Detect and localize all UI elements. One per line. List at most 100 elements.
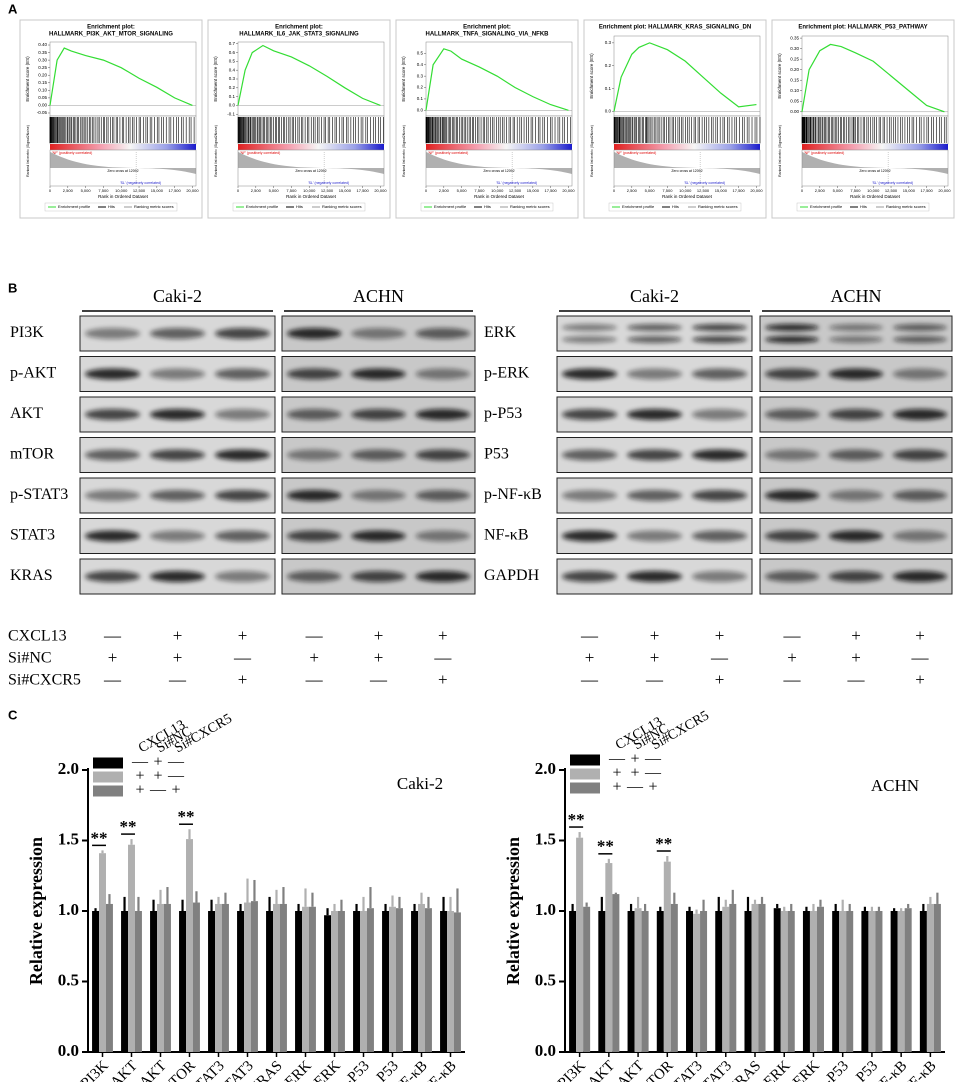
blot-band (85, 571, 140, 582)
x-tick-label: 2,500 (815, 188, 826, 193)
blot-band (893, 409, 947, 420)
blot-band (415, 571, 471, 582)
x-tick-label: 15,000 (903, 188, 916, 193)
blot-band (893, 324, 947, 331)
bar (875, 911, 883, 1052)
blot-band (627, 571, 682, 582)
bar (324, 915, 332, 1052)
legend-sign: + (153, 754, 162, 771)
x-tick-label: 7,500 (662, 188, 673, 193)
bar (424, 908, 432, 1052)
zero-cross-label: Zero cross at 12092 (859, 169, 890, 173)
y-tick-label: 0.1 (417, 96, 424, 101)
y-tick-label: 1.0 (535, 900, 556, 919)
blot-band (287, 328, 342, 339)
blot-band (287, 571, 342, 582)
blot-band (150, 409, 205, 420)
protein-label: STAT3 (10, 527, 55, 544)
condition-label: Si#CXCR5 (8, 672, 81, 689)
y-tick-label: 0.7 (229, 41, 236, 46)
y-tick-label: 0.15 (38, 80, 47, 85)
blot-band (85, 328, 140, 339)
bar (192, 902, 200, 1052)
legend-frame (796, 202, 930, 212)
condition-sign: — (168, 670, 187, 689)
bar (157, 903, 164, 1052)
es-curve (801, 43, 945, 113)
blot-band (893, 336, 947, 343)
bar (237, 911, 245, 1052)
rank-colorbar (802, 144, 948, 150)
positive-label: 'NF' (positively correlated) (52, 151, 92, 155)
bar (656, 911, 664, 1052)
x-tick-label: 2,500 (63, 188, 74, 193)
condition-sign: — (580, 670, 599, 689)
bar (121, 911, 129, 1052)
protein-label: p-AKT (10, 365, 56, 382)
negative-label: 'SL' (negatively correlated) (496, 181, 537, 185)
blot-band (415, 328, 471, 339)
metric-axis-label: Ranked list metric (Signal2Noise) (590, 125, 594, 177)
y-tick-label: 0.5 (417, 51, 424, 56)
y-tick-label: 0.35 (38, 50, 47, 55)
gsea-subtitle: HALLMARK_IL6_JAK_STAT3_SIGNALING (239, 32, 359, 38)
zero-cross-label: Zero cross at 12092 (295, 169, 326, 173)
panel-label: C (8, 707, 18, 722)
gsea-title: Enrichment plot: HALLMARK_P53_PATHWAY (798, 25, 927, 31)
bar (163, 903, 171, 1052)
bar (150, 911, 158, 1052)
x-tick-label: 10,000 (303, 188, 316, 193)
significance-label: ** (178, 807, 195, 826)
blot-band (692, 530, 747, 542)
blot-membrane (759, 315, 953, 352)
bar (389, 906, 396, 1052)
blot-band (692, 571, 747, 582)
metric-frame (425, 149, 573, 187)
y-tick-label: 0.05 (790, 98, 799, 103)
chart-title: Caki-2 (397, 774, 443, 793)
blot-band (351, 409, 406, 420)
bar (700, 911, 708, 1052)
rank-colorbar (426, 144, 572, 150)
condition-sign: — (233, 648, 252, 667)
x-tick-label: 7,500 (98, 188, 109, 193)
blot-band (627, 490, 682, 501)
legend-label: Ranking metric scores (886, 204, 926, 209)
condition-sign: — (369, 670, 388, 689)
y-tick-label: 0.10 (38, 88, 47, 93)
blot-band (85, 530, 140, 542)
bar (221, 903, 229, 1052)
negative-label: 'SL' (negatively correlated) (120, 181, 161, 185)
blot-band (765, 449, 819, 461)
blot-band (562, 324, 617, 331)
panel-label: B (8, 280, 17, 295)
legend-sign: + (648, 779, 657, 796)
x-axis-label: Rank in Ordered Dataset (474, 194, 525, 199)
blot-band (627, 324, 682, 331)
legend-label: Hits (860, 204, 867, 209)
y-tick-label: 0.2 (605, 63, 612, 68)
blot-band (351, 328, 406, 339)
condition-sign: + (438, 626, 448, 645)
negative-label: 'SL' (negatively correlated) (308, 181, 349, 185)
blot-band (765, 490, 819, 501)
blot-band (765, 324, 819, 331)
condition-label: CXCL13 (8, 628, 67, 645)
y-tick-label: 0.10 (790, 88, 799, 93)
bar (382, 911, 390, 1052)
bar (802, 911, 810, 1052)
blot-band (829, 324, 883, 331)
legend-swatch (570, 782, 600, 794)
y-axis-label: Relative expression (503, 837, 523, 985)
x-tick-label: 17,500 (545, 188, 558, 193)
bar (773, 908, 781, 1052)
blot-band (415, 490, 471, 501)
legend-sign: — (608, 751, 626, 768)
bar (758, 903, 766, 1052)
condition-sign: + (851, 626, 861, 645)
condition-sign: + (650, 648, 660, 667)
y-tick-label: 0.4 (229, 67, 236, 72)
y-tick-label: 0.00 (38, 103, 47, 108)
condition-sign: — (710, 648, 729, 667)
